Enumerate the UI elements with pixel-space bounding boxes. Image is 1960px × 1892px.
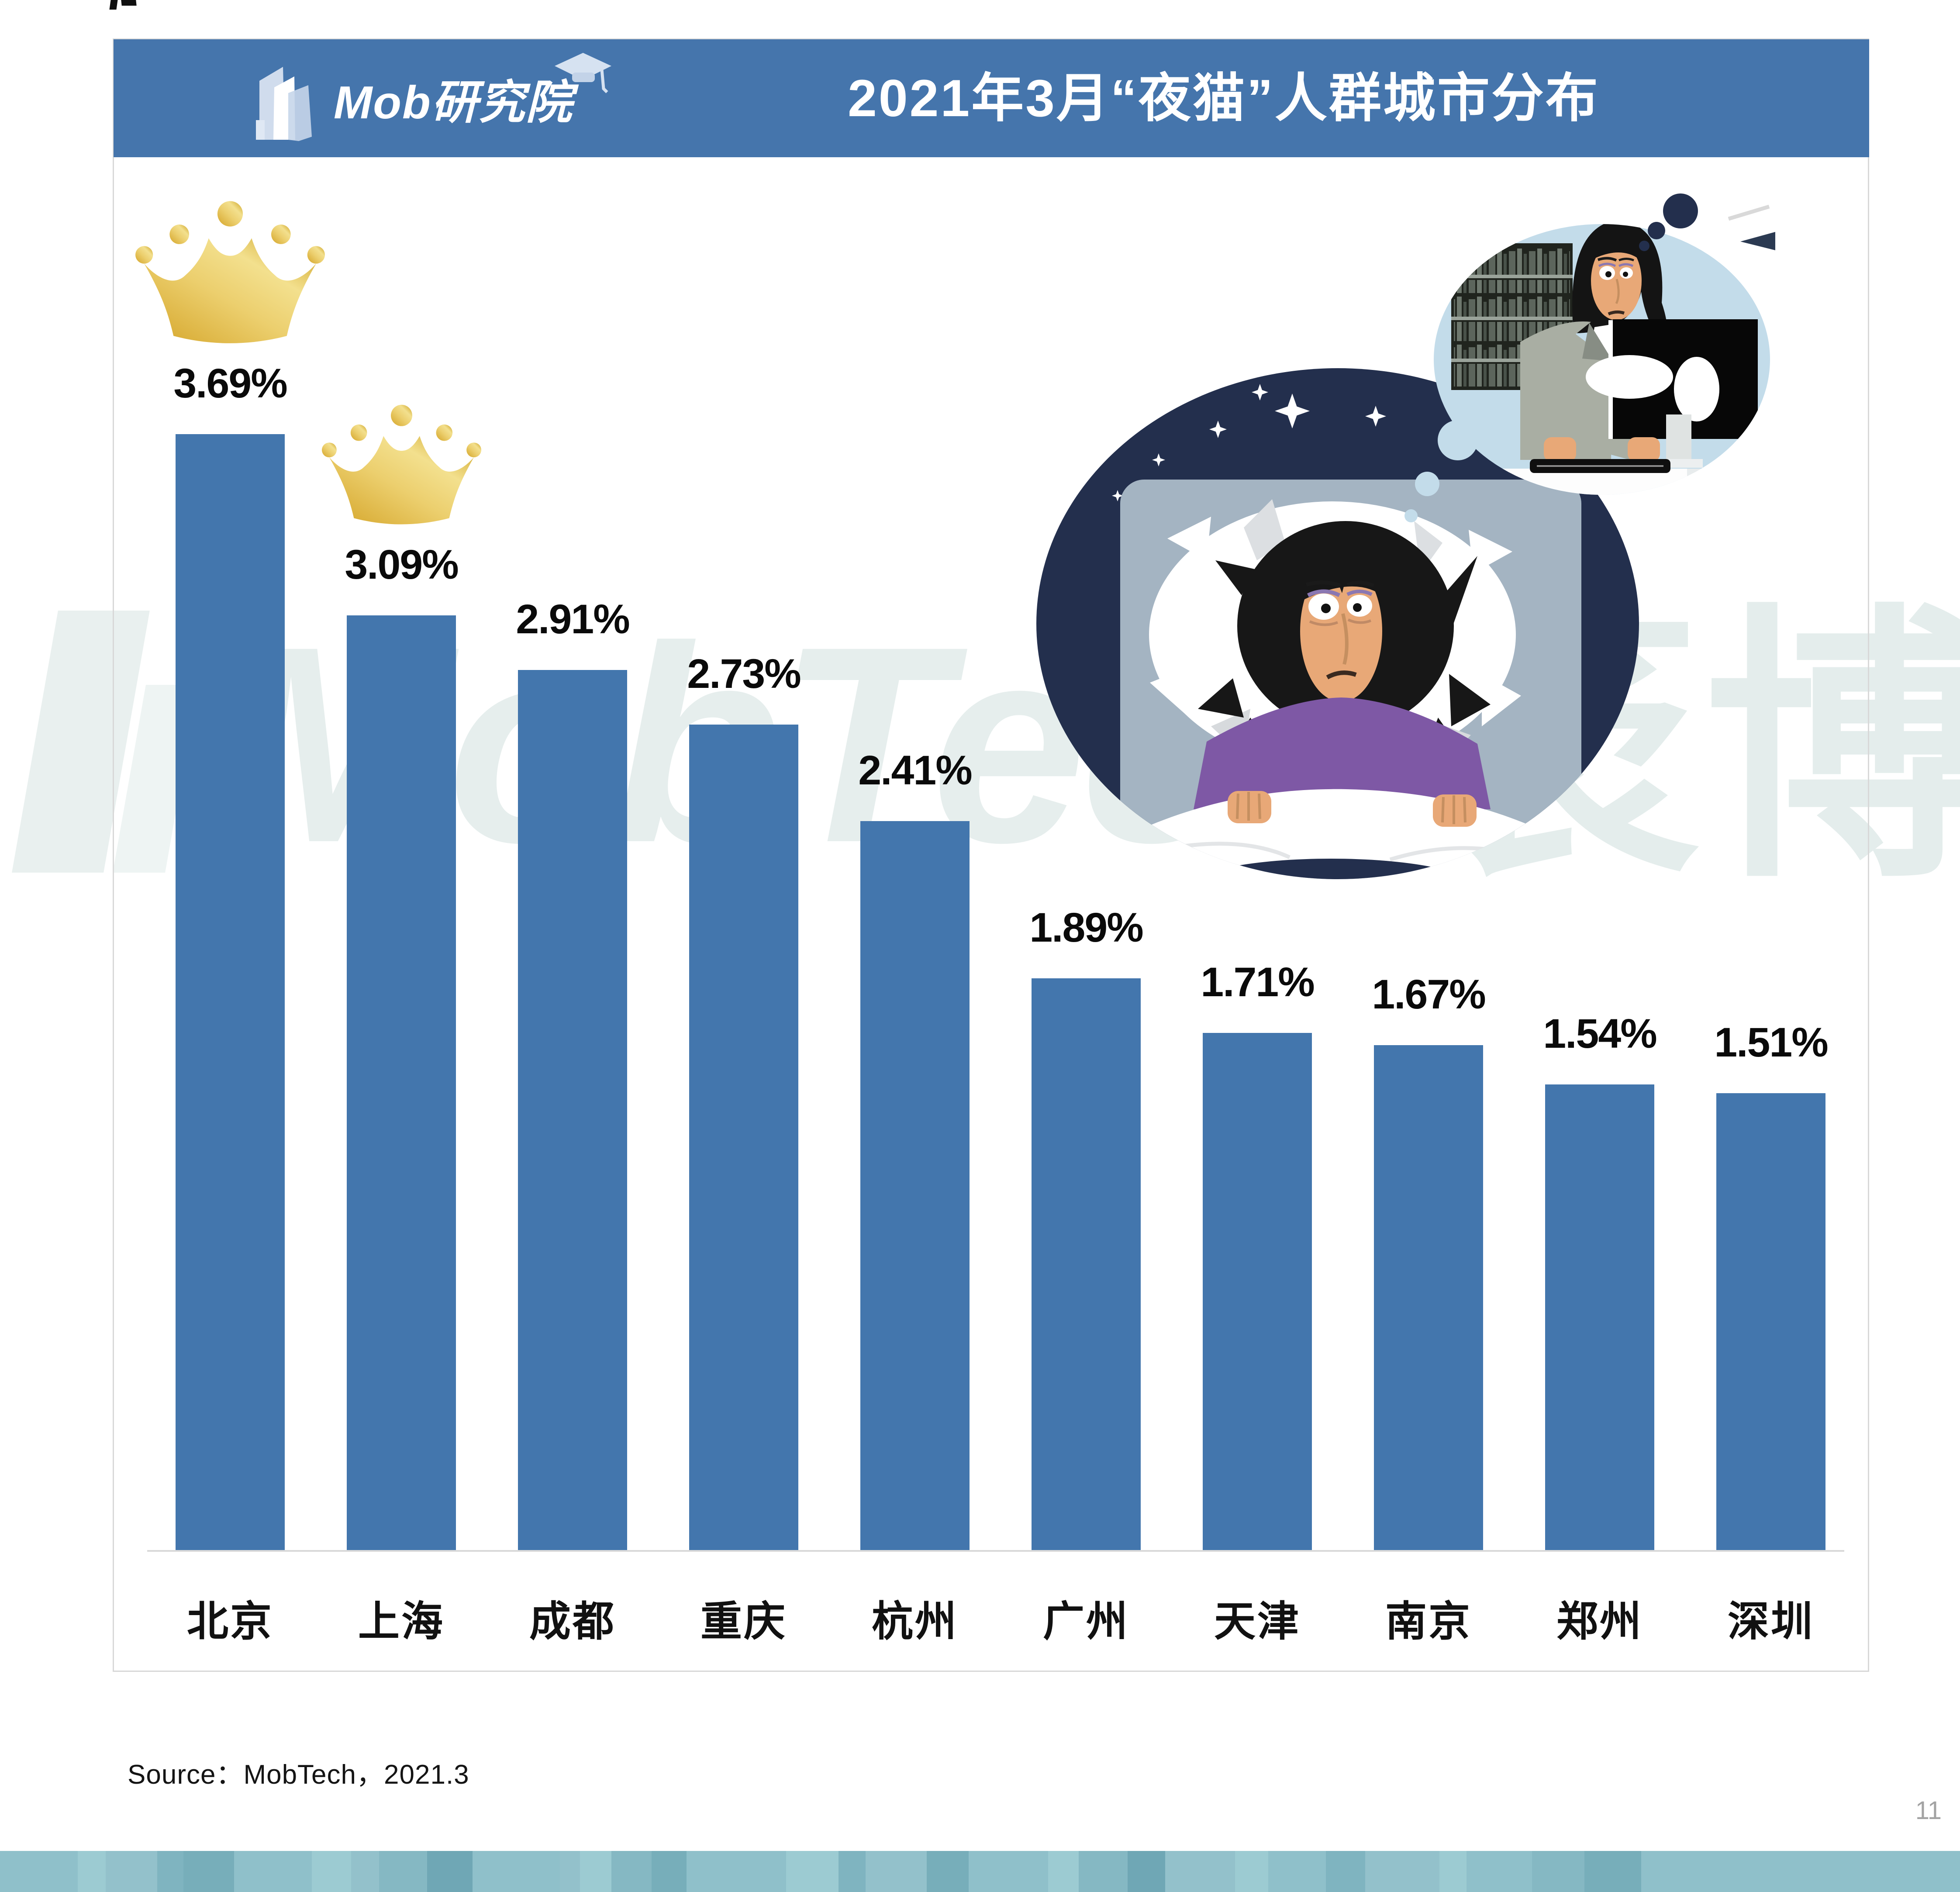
logo-text: Mob研究院 xyxy=(334,77,573,128)
footer-stripe xyxy=(1584,1851,1641,1892)
bar-value-label: 2.41% xyxy=(858,747,972,794)
wedge-mark xyxy=(1740,232,1775,250)
footer-stripe xyxy=(969,1851,1048,1892)
bar-category-label: 杭州 xyxy=(871,1599,958,1645)
chart-title: 2021年3月“夜猫”人群城市分布 xyxy=(848,69,1600,128)
bar-category-label: 上海 xyxy=(358,1599,445,1645)
footer-stripe xyxy=(1641,1851,1960,1892)
bar-杭州 xyxy=(860,821,970,1550)
bar-value-label: 1.51% xyxy=(1714,1019,1828,1066)
footer-stripe xyxy=(839,1851,866,1892)
footer-stripe xyxy=(560,1851,580,1892)
source-text: Source：MobTech，2021.3 xyxy=(128,1760,469,1790)
footer-stripe xyxy=(1532,1851,1584,1892)
footer-stripe xyxy=(652,1851,687,1892)
bar-category-label: 深圳 xyxy=(1727,1599,1814,1645)
footer-stripe xyxy=(866,1851,927,1892)
stars xyxy=(1112,384,1386,501)
bar-深圳 xyxy=(1716,1093,1825,1550)
footer-stripe xyxy=(687,1851,786,1892)
footer-stripe xyxy=(234,1851,312,1892)
bar-天津 xyxy=(1203,1033,1312,1550)
footer-stripe xyxy=(1048,1851,1079,1892)
footer-stripe xyxy=(473,1851,560,1892)
footer-stripe xyxy=(351,1851,379,1892)
page-number: 11 xyxy=(1915,1796,1942,1825)
footer-stripe xyxy=(1079,1851,1128,1892)
bar-value-label: 2.73% xyxy=(687,651,801,697)
bar-上海 xyxy=(347,615,456,1550)
keyboard-hands xyxy=(1530,437,1670,473)
graduation-cap-icon xyxy=(554,53,611,93)
footer-stripe xyxy=(1467,1851,1532,1892)
bar-category-label: 重庆 xyxy=(700,1599,787,1645)
footer-stripe xyxy=(0,1851,78,1892)
footer-stripe xyxy=(427,1851,473,1892)
gold-crown-icon xyxy=(135,201,325,343)
bar-郑州 xyxy=(1545,1084,1654,1550)
building-icon xyxy=(256,67,312,141)
bar-category-label: 广州 xyxy=(1042,1599,1129,1645)
bar-value-label: 3.09% xyxy=(345,542,459,588)
footer-stripe xyxy=(1326,1851,1365,1892)
night-decorations xyxy=(1639,193,1775,251)
footer-stripe xyxy=(611,1851,652,1892)
footer-stripe xyxy=(1235,1851,1268,1892)
footer-stripe xyxy=(1128,1851,1165,1892)
bar-南京 xyxy=(1374,1045,1483,1550)
x-axis-line xyxy=(147,1550,1844,1552)
bar-重庆 xyxy=(689,725,798,1550)
insomnia-illustration xyxy=(1036,193,1775,879)
chart-header: Mob研究院 2021年3月“夜猫”人群城市分布 xyxy=(114,39,1869,157)
footer-stripe xyxy=(927,1851,969,1892)
bar-value-label: 1.67% xyxy=(1372,971,1486,1018)
footer-stripe xyxy=(157,1851,183,1892)
bar-category-label: 成都 xyxy=(529,1599,616,1645)
footer-stripe xyxy=(312,1851,351,1892)
pajama-shirt xyxy=(1194,697,1491,809)
bar-value-label: 2.91% xyxy=(516,596,630,642)
footer-stripe xyxy=(78,1851,106,1892)
bar-value-label: 1.89% xyxy=(1029,905,1143,951)
bar-category-label: 南京 xyxy=(1385,1599,1472,1645)
bar-value-label: 1.71% xyxy=(1201,959,1315,1005)
footer-stripe xyxy=(1439,1851,1467,1892)
bar-value-label: 1.54% xyxy=(1543,1011,1657,1057)
gold-crown-icon xyxy=(321,404,481,525)
slash-mark xyxy=(1728,204,1770,221)
bar-category-label: 天津 xyxy=(1214,1599,1301,1645)
bar-成都 xyxy=(518,670,627,1550)
footer-stripes xyxy=(0,1851,1960,1892)
computer-monitor xyxy=(1586,319,1758,468)
bar-category-label: 郑州 xyxy=(1556,1599,1643,1645)
bar-value-label: 3.69% xyxy=(173,360,287,407)
bar-category-label: 北京 xyxy=(186,1599,273,1645)
chart-card: Mob研究院 2021年3月“夜猫”人群城市分布 3.69% 北京 3.09% 上海 2… xyxy=(113,38,1869,1672)
bar-北京 xyxy=(176,434,285,1550)
footer-stripe xyxy=(1268,1851,1326,1892)
bar-chart: 3.69% 北京 3.09% 上海 2.91% 成都 2.73% 重庆 2.41% 杭州 1.89%… xyxy=(114,40,1868,1671)
footer-stripe xyxy=(379,1851,427,1892)
footer-stripe xyxy=(1365,1851,1439,1892)
footer-stripe xyxy=(786,1851,839,1892)
footer-stripe xyxy=(1165,1851,1235,1892)
footer-stripe xyxy=(106,1851,157,1892)
bar-广州 xyxy=(1032,978,1141,1550)
footer-stripe xyxy=(580,1851,611,1892)
footer-stripe xyxy=(183,1851,234,1892)
mob-research-logo: Mob研究院 xyxy=(243,53,616,143)
clipped-text-fragment xyxy=(108,0,148,11)
